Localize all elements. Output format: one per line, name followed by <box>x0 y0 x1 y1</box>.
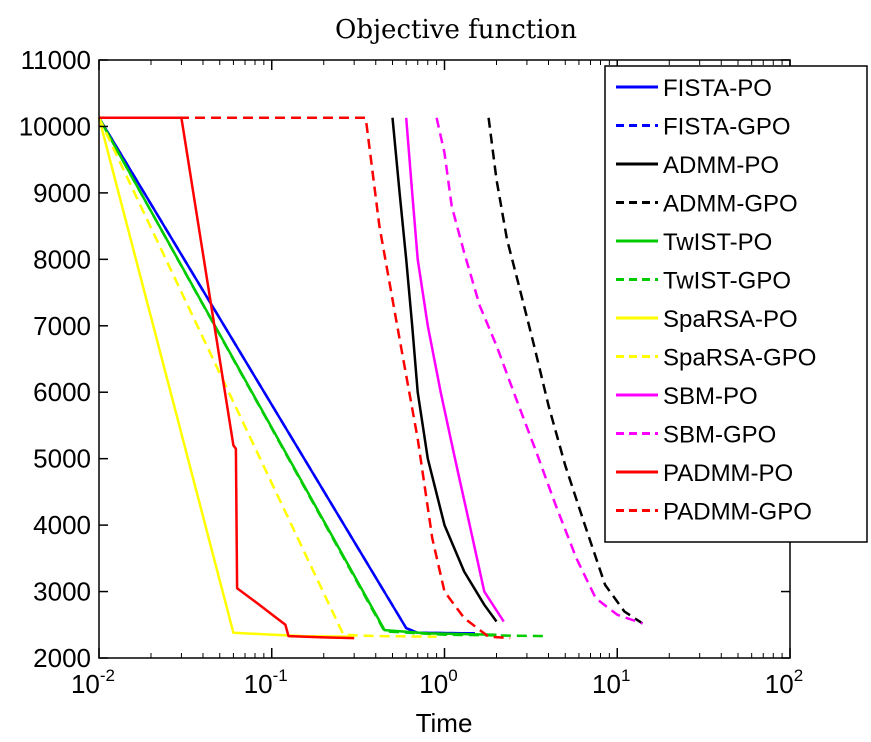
series-line-padmm-po <box>99 116 355 640</box>
y-tick-label: 10000 <box>19 111 91 141</box>
legend-label: SBM-GPO <box>663 422 776 449</box>
series-line-fista-po <box>97 117 475 635</box>
legend-label: FISTA-GPO <box>663 114 791 141</box>
x-tick-label-base: 10 <box>71 669 100 699</box>
x-tick-label-exponent: -2 <box>100 666 115 685</box>
y-tick-label: 11000 <box>21 45 91 75</box>
x-tick-label: 100 <box>419 666 457 699</box>
x-tick-label-base: 10 <box>244 669 273 699</box>
legend-label: ADMM-GPO <box>663 191 798 218</box>
series-line-twist-gpo <box>97 117 545 638</box>
legend-label: SpaRSA-GPO <box>663 345 816 372</box>
chart-title: Objective function <box>335 15 577 45</box>
legend-label: PADMM-GPO <box>663 499 812 526</box>
x-tick-label: 10-1 <box>244 666 288 699</box>
legend-box <box>604 65 868 543</box>
y-tick-label: 8000 <box>33 244 91 274</box>
x-tick-label: 10-2 <box>71 666 115 699</box>
series-line-sbm-po <box>404 117 505 623</box>
x-tick-label: 102 <box>765 666 803 699</box>
legend-label: TwIST-GPO <box>663 268 791 295</box>
series-line-sbm-gpo <box>435 117 643 625</box>
legend: FISTA-PO FISTA-GPO ADMM-PO ADMM-GPO TwIST-PO… <box>604 65 868 543</box>
x-tick-label-exponent: -1 <box>273 666 288 685</box>
series-layer <box>97 116 644 640</box>
y-tick-label: 9000 <box>33 178 91 208</box>
y-tick-label: 6000 <box>33 377 91 407</box>
x-axis-ticks: 10-2 10-1 100 101 102 <box>71 60 803 699</box>
x-tick-label-exponent: 2 <box>794 666 803 685</box>
legend-label: SBM-PO <box>663 383 758 410</box>
x-tick-label: 101 <box>592 666 630 699</box>
x-tick-label-base: 10 <box>419 669 448 699</box>
y-axis-ticks: 2000 3000 4000 5000 6000 7000 8000 9000 10000 110… <box>19 45 790 673</box>
y-tick-label: 5000 <box>33 444 91 474</box>
y-tick-label: 2000 <box>33 643 91 673</box>
x-tick-label-base: 10 <box>592 669 621 699</box>
series-line-admm-po <box>391 117 498 623</box>
series-line-fista-gpo <box>97 117 475 635</box>
series-line-admm-gpo <box>487 117 644 625</box>
x-tick-label-exponent: 1 <box>621 666 630 685</box>
x-tick-label-exponent: 0 <box>448 666 457 685</box>
y-tick-label: 3000 <box>33 577 91 607</box>
legend-label: TwIST-PO <box>663 229 772 256</box>
x-tick-label-base: 10 <box>765 669 794 699</box>
legend-label: PADMM-PO <box>663 460 793 487</box>
series-line-sparsa-po <box>97 117 355 638</box>
y-tick-label: 7000 <box>33 311 91 341</box>
y-tick-label: 4000 <box>33 510 91 540</box>
legend-label: SpaRSA-PO <box>663 306 798 333</box>
legend-label: ADMM-PO <box>663 152 779 179</box>
series-line-padmm-gpo <box>99 116 511 640</box>
series-line-sparsa-gpo <box>97 117 437 638</box>
legend-label: FISTA-PO <box>663 75 772 102</box>
x-axis-label: Time <box>416 708 473 738</box>
